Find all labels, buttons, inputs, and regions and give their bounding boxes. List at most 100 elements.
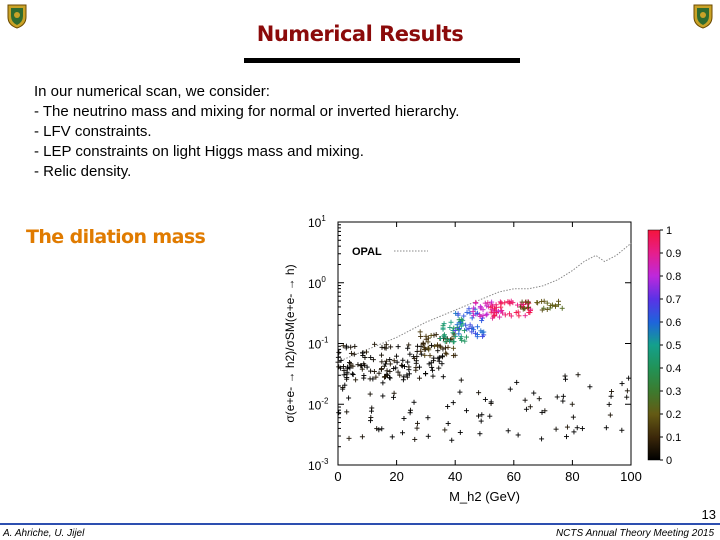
body-line: - The neutrino mass and mixing for norma… <box>34 103 460 120</box>
scatter-point <box>522 397 528 403</box>
scatter-point <box>389 434 395 440</box>
scatter-point <box>499 310 505 316</box>
scatter-point <box>438 336 444 342</box>
scatter-point <box>462 338 468 344</box>
scatter-point <box>534 300 540 306</box>
scatter-point <box>413 358 419 364</box>
scatter-point <box>624 394 630 400</box>
scatter-point <box>359 434 365 440</box>
scatter-point <box>340 363 346 369</box>
scatter-point <box>426 361 432 367</box>
scatter-point <box>513 310 519 316</box>
scatter-point <box>353 377 359 383</box>
scatter-point <box>481 329 487 335</box>
scatter-point <box>379 344 385 350</box>
scatter-point <box>362 355 368 361</box>
scatter-point <box>560 393 566 399</box>
scatter-point <box>608 393 614 399</box>
scatter-point <box>492 312 498 318</box>
scatter-point <box>355 362 361 368</box>
university-logo-right <box>693 4 713 29</box>
scatter-point <box>336 349 342 355</box>
scatter-point <box>463 334 469 340</box>
scatter-point <box>571 429 577 435</box>
scatter-point <box>450 353 456 359</box>
scatter-point <box>399 362 405 368</box>
scatter-point <box>433 332 439 338</box>
scatter-point <box>431 355 437 361</box>
colorbar-tick-label: 0.2 <box>666 409 681 421</box>
scatter-point <box>603 425 609 431</box>
body-line: - Relic density. <box>34 163 132 180</box>
scatter-point <box>425 415 431 421</box>
scatter-point <box>407 410 413 416</box>
scatter-point <box>456 331 462 337</box>
scatter-point <box>441 321 447 327</box>
scatter-point <box>430 373 436 379</box>
scatter-point <box>406 364 412 370</box>
scatter-point <box>336 410 342 416</box>
scatter-point <box>442 339 448 345</box>
scatter-point <box>399 363 405 369</box>
scatter-point <box>456 317 462 323</box>
x-tick-label: 80 <box>565 469 579 484</box>
scatter-point <box>369 405 375 411</box>
scatter-point <box>436 365 442 371</box>
y-axis-label: σ(e+e- → h2)/σSM(e+e- → h) <box>283 264 297 422</box>
scatter-point <box>439 353 445 359</box>
scatter-point <box>619 381 625 387</box>
scatter-point <box>457 429 463 435</box>
y-tick-label: 10-1 <box>308 336 329 352</box>
scatter-point <box>464 309 470 315</box>
scatter-point <box>347 365 353 371</box>
scatter-point <box>380 380 386 386</box>
scatter-point <box>351 351 357 357</box>
scatter-point <box>445 404 451 410</box>
scatter-point <box>384 368 390 374</box>
scatter-point <box>373 374 379 380</box>
scatter-point <box>450 339 456 345</box>
scatter-point <box>364 364 370 370</box>
scatter-point <box>405 359 411 365</box>
legend-label: OPAL <box>352 246 382 258</box>
scatter-point <box>470 327 476 333</box>
scatter-point <box>452 333 458 339</box>
scatter-point <box>469 315 475 321</box>
scatter-point <box>368 414 374 420</box>
scatter-point <box>556 298 562 304</box>
scatter-point <box>445 421 451 427</box>
scatter-point <box>397 372 403 378</box>
scatter-point <box>341 372 347 378</box>
scatter-point <box>457 320 463 326</box>
scatter-point <box>456 325 462 331</box>
scatter-point <box>554 394 560 400</box>
scatter-point <box>343 343 349 349</box>
scatter-point <box>395 369 401 375</box>
scatter-point <box>510 300 516 306</box>
scatter-point <box>443 345 449 351</box>
scatter-point <box>383 361 389 367</box>
scatter-point <box>507 386 513 392</box>
scatter-point <box>352 343 358 349</box>
scatter-point <box>401 416 407 422</box>
scatter-point <box>505 299 511 305</box>
scatter-point <box>474 332 480 338</box>
scatter-point <box>361 373 367 379</box>
scatter-point <box>514 302 520 308</box>
scatter-point <box>574 425 580 431</box>
scatter-point <box>346 435 352 441</box>
section-subtitle: The dilation mass <box>26 226 206 248</box>
scatter-point <box>435 342 441 348</box>
scatter-point <box>471 312 477 318</box>
scatter-point <box>493 309 499 315</box>
colorbar-tick-label: 0.1 <box>666 432 681 444</box>
y-tick-label: 101 <box>308 214 326 230</box>
scatter-point <box>428 333 434 339</box>
scatter-point <box>407 351 413 357</box>
scatter-point <box>344 364 350 370</box>
scatter-point <box>553 426 559 432</box>
scatter-point <box>525 299 531 305</box>
scatter-point <box>418 348 424 354</box>
scatter-point <box>482 300 488 306</box>
scatter-point <box>526 309 532 315</box>
